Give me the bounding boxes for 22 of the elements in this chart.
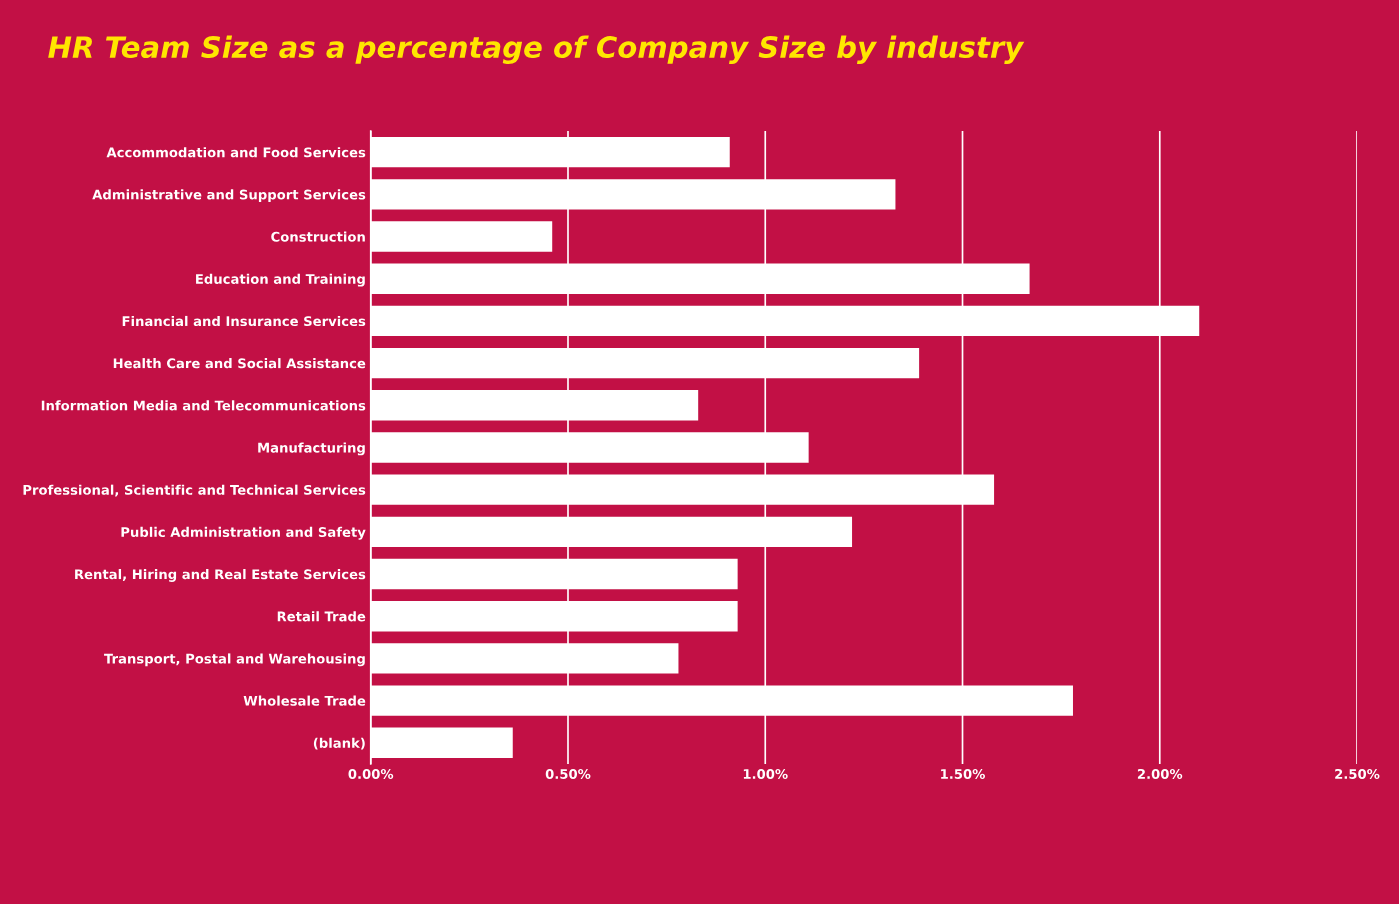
x-tick-label: 1.00% [743, 768, 788, 779]
y-tick-label: Administrative and Support Services [92, 189, 366, 203]
y-tick-label: Transport, Postal and Warehousing [104, 653, 365, 667]
y-tick-label: Rental, Hiring and Real Estate Services [75, 569, 366, 582]
y-tick-label: (blank) [313, 737, 365, 750]
y-tick-label: Public Administration and Safety [121, 526, 366, 540]
y-tick-label: Education and Training [196, 273, 365, 287]
y-tick-label: Accommodation and Food Services [106, 147, 366, 158]
y-tick-label: Professional, Scientific and Technical Services [23, 484, 366, 497]
y-tick-label: Manufacturing [258, 442, 365, 456]
x-tick-label: 0.50% [545, 768, 591, 779]
y-tick-label: Information Media and Telecommunications [41, 400, 366, 411]
y-tick-label: Construction [271, 231, 365, 242]
y-tick-label: Financial and Insurance Services [122, 315, 366, 327]
x-tick-label: 2.00% [1137, 768, 1183, 779]
y-tick-label: Wholesale Trade [243, 695, 366, 706]
y-tick-label: Health Care and Social Assistance [113, 358, 366, 369]
x-tick-label: 2.50% [1335, 768, 1380, 779]
x-tick-label: 0.00% [348, 768, 394, 779]
chart-title: HR Team Size as a percentage of Company Size by industry [48, 35, 1025, 64]
x-tick-label: 1.50% [941, 768, 985, 779]
y-tick-label: Retail Trade [277, 611, 366, 622]
